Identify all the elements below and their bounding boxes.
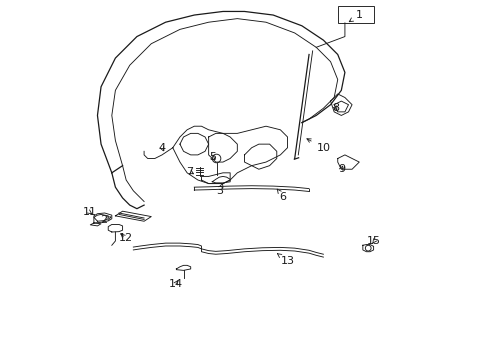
Text: 2: 2 (100, 215, 111, 225)
Text: 3: 3 (216, 184, 223, 197)
Text: 12: 12 (118, 233, 132, 243)
Text: 13: 13 (277, 254, 294, 266)
Text: 5: 5 (208, 152, 215, 162)
Text: 9: 9 (337, 164, 344, 174)
Bar (337, 6, 373, 23)
Text: 6: 6 (277, 189, 286, 202)
Text: 15: 15 (366, 236, 381, 246)
Text: 8: 8 (332, 103, 339, 113)
Text: 4: 4 (158, 143, 165, 153)
Text: 14: 14 (168, 279, 183, 289)
Text: 11: 11 (82, 207, 97, 217)
Text: 10: 10 (306, 139, 330, 153)
Text: 1: 1 (348, 10, 362, 22)
Text: 7: 7 (186, 167, 193, 177)
